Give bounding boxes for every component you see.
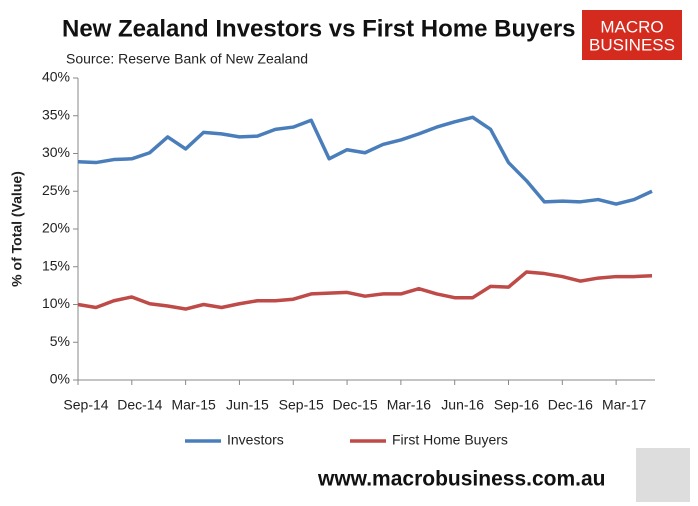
x-tick-label: Sep-16 xyxy=(494,397,539,413)
y-tick-label: 40% xyxy=(42,69,70,85)
y-axis-label: % of Total (Value) xyxy=(9,171,25,287)
y-tick-label: 0% xyxy=(50,371,70,387)
series-line xyxy=(77,115,653,206)
y-tick-label: 35% xyxy=(42,106,70,122)
y-tick-label: 30% xyxy=(42,144,70,160)
x-tick-label: Mar-16 xyxy=(387,397,432,413)
x-tick-label: Dec-16 xyxy=(548,397,593,413)
footer-url: www.macrobusiness.com.au xyxy=(317,468,605,491)
x-tick-label: Mar-17 xyxy=(602,397,647,413)
x-tick-label: Dec-14 xyxy=(117,397,162,413)
y-tick-label: 5% xyxy=(50,333,70,349)
logo-text: BUSINESS xyxy=(589,35,675,54)
x-tick-label: Dec-15 xyxy=(332,397,377,413)
y-tick-label: 25% xyxy=(42,182,70,198)
x-tick-label: Jun-16 xyxy=(441,397,484,413)
x-tick-label: Jun-15 xyxy=(226,397,269,413)
x-tick-label: Mar-15 xyxy=(171,397,216,413)
y-tick-label: 20% xyxy=(42,220,70,236)
legend-label: Investors xyxy=(227,432,284,448)
series-line xyxy=(77,270,653,311)
chart-title: New Zealand Investors vs First Home Buye… xyxy=(62,15,576,42)
y-tick-label: 10% xyxy=(42,295,70,311)
logo-text: MACRO xyxy=(600,17,663,36)
y-tick-label: 15% xyxy=(42,257,70,273)
x-tick-label: Sep-14 xyxy=(63,397,108,413)
legend-label: First Home Buyers xyxy=(392,432,508,448)
x-tick-label: Sep-15 xyxy=(279,397,324,413)
fox-image xyxy=(636,448,690,502)
chart-subtitle: Source: Reserve Bank of New Zealand xyxy=(66,51,308,67)
logo-box xyxy=(582,10,682,60)
